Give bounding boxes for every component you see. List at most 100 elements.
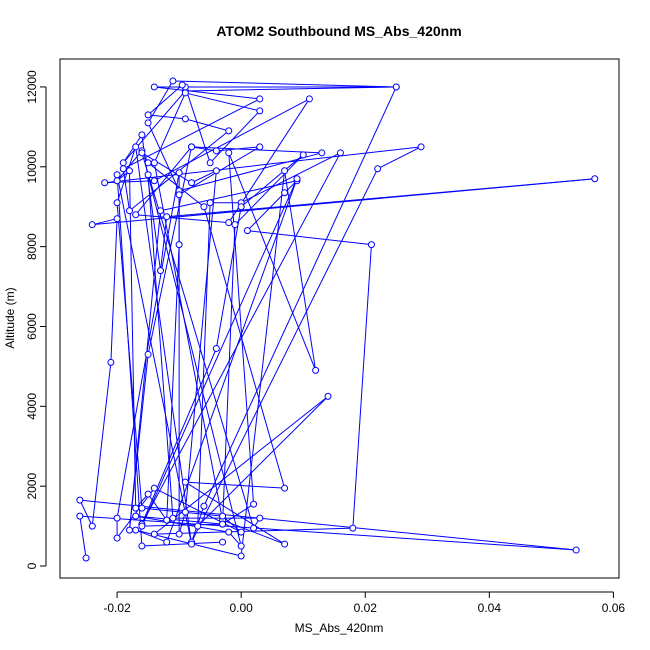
y-tick-label: 2000 [25, 473, 39, 500]
data-point [163, 516, 171, 524]
data-point [188, 179, 196, 187]
data-point [299, 151, 307, 159]
series-segment [352, 244, 372, 529]
series-segment [216, 146, 260, 152]
data-point [175, 169, 183, 177]
data-point [132, 504, 140, 512]
series-segment [147, 174, 174, 519]
data-point [212, 167, 220, 175]
data-point [374, 165, 382, 173]
data-point [181, 478, 189, 486]
data-point [188, 540, 196, 548]
data-point [125, 167, 133, 175]
data-point [144, 159, 152, 167]
data-point [113, 177, 121, 185]
data-point [113, 514, 121, 522]
y-tick-label: 4000 [25, 393, 39, 420]
data-point [281, 167, 289, 175]
data-point [212, 344, 220, 352]
data-point [113, 199, 121, 207]
series-segment [228, 152, 255, 505]
data-point [181, 115, 189, 123]
series-segment [247, 192, 285, 232]
data-point [125, 207, 133, 215]
series-segment [141, 178, 298, 527]
data-point [88, 522, 96, 530]
series-segment [209, 110, 261, 164]
y-axis: 0 2000 4000 6000 8000 10000 12000 [25, 70, 47, 569]
data-point [200, 203, 208, 211]
series-segment [178, 511, 186, 535]
y-tick-label: 0 [25, 562, 39, 569]
data-point [293, 175, 301, 183]
x-axis: -0.02 0.00 0.02 0.04 0.06 [103, 591, 625, 615]
series-segment [128, 170, 137, 509]
data-point [150, 530, 158, 538]
data-point [225, 219, 233, 227]
data-point [144, 171, 152, 179]
data-point [138, 542, 146, 550]
data-point [237, 203, 245, 211]
data-point [250, 500, 258, 508]
series-segment [247, 230, 372, 246]
data-point [119, 159, 127, 167]
data-point [157, 207, 165, 215]
series-segment [135, 214, 229, 224]
data-point [132, 512, 140, 520]
series-segment [147, 146, 193, 355]
data-point [88, 221, 96, 229]
series-layer [76, 77, 599, 562]
data-point [175, 241, 183, 249]
data-point [181, 508, 189, 516]
series-segment [153, 162, 224, 521]
series-segment [154, 98, 310, 182]
data-point [281, 189, 289, 197]
series-segment [104, 146, 422, 184]
data-point [281, 484, 289, 492]
data-point [219, 512, 227, 520]
data-point [132, 526, 140, 534]
series-segment [110, 218, 118, 363]
series-segment [184, 86, 211, 163]
series-segment [141, 523, 223, 527]
data-point [150, 177, 158, 185]
data-point [572, 546, 580, 554]
series-segment [116, 174, 143, 547]
data-point [206, 159, 214, 167]
data-point [349, 524, 357, 532]
data-point [318, 149, 326, 157]
data-point [138, 504, 146, 512]
data-point [237, 552, 245, 560]
series-segment [116, 146, 137, 203]
data-point [76, 496, 84, 504]
series-segment [92, 218, 118, 226]
series-segment [185, 92, 260, 112]
data-point [150, 484, 158, 492]
data-point [125, 526, 133, 534]
data-point [243, 227, 251, 235]
series-segment [185, 118, 229, 132]
data-point [76, 512, 84, 520]
data-point [107, 358, 115, 366]
y-tick-label: 10000 [25, 150, 39, 184]
data-point [312, 366, 320, 374]
series-segment [166, 178, 595, 218]
data-point [392, 83, 400, 91]
series-segment [222, 224, 236, 525]
y-axis-title: Altitude (m) [3, 287, 17, 348]
series-segment [377, 146, 422, 170]
series-segment [79, 499, 93, 527]
data-point [144, 119, 152, 127]
data-point [212, 147, 220, 155]
data-point [256, 143, 264, 151]
data-point [225, 127, 233, 135]
series-segment [160, 216, 168, 271]
series-segment [147, 80, 174, 124]
data-point [144, 111, 152, 119]
series-segment [147, 122, 180, 191]
data-point [256, 514, 264, 522]
series-segment [185, 86, 397, 92]
data-point [157, 267, 165, 275]
chart-title: ATOM2 Southbound MS_Abs_420nm [216, 23, 461, 39]
